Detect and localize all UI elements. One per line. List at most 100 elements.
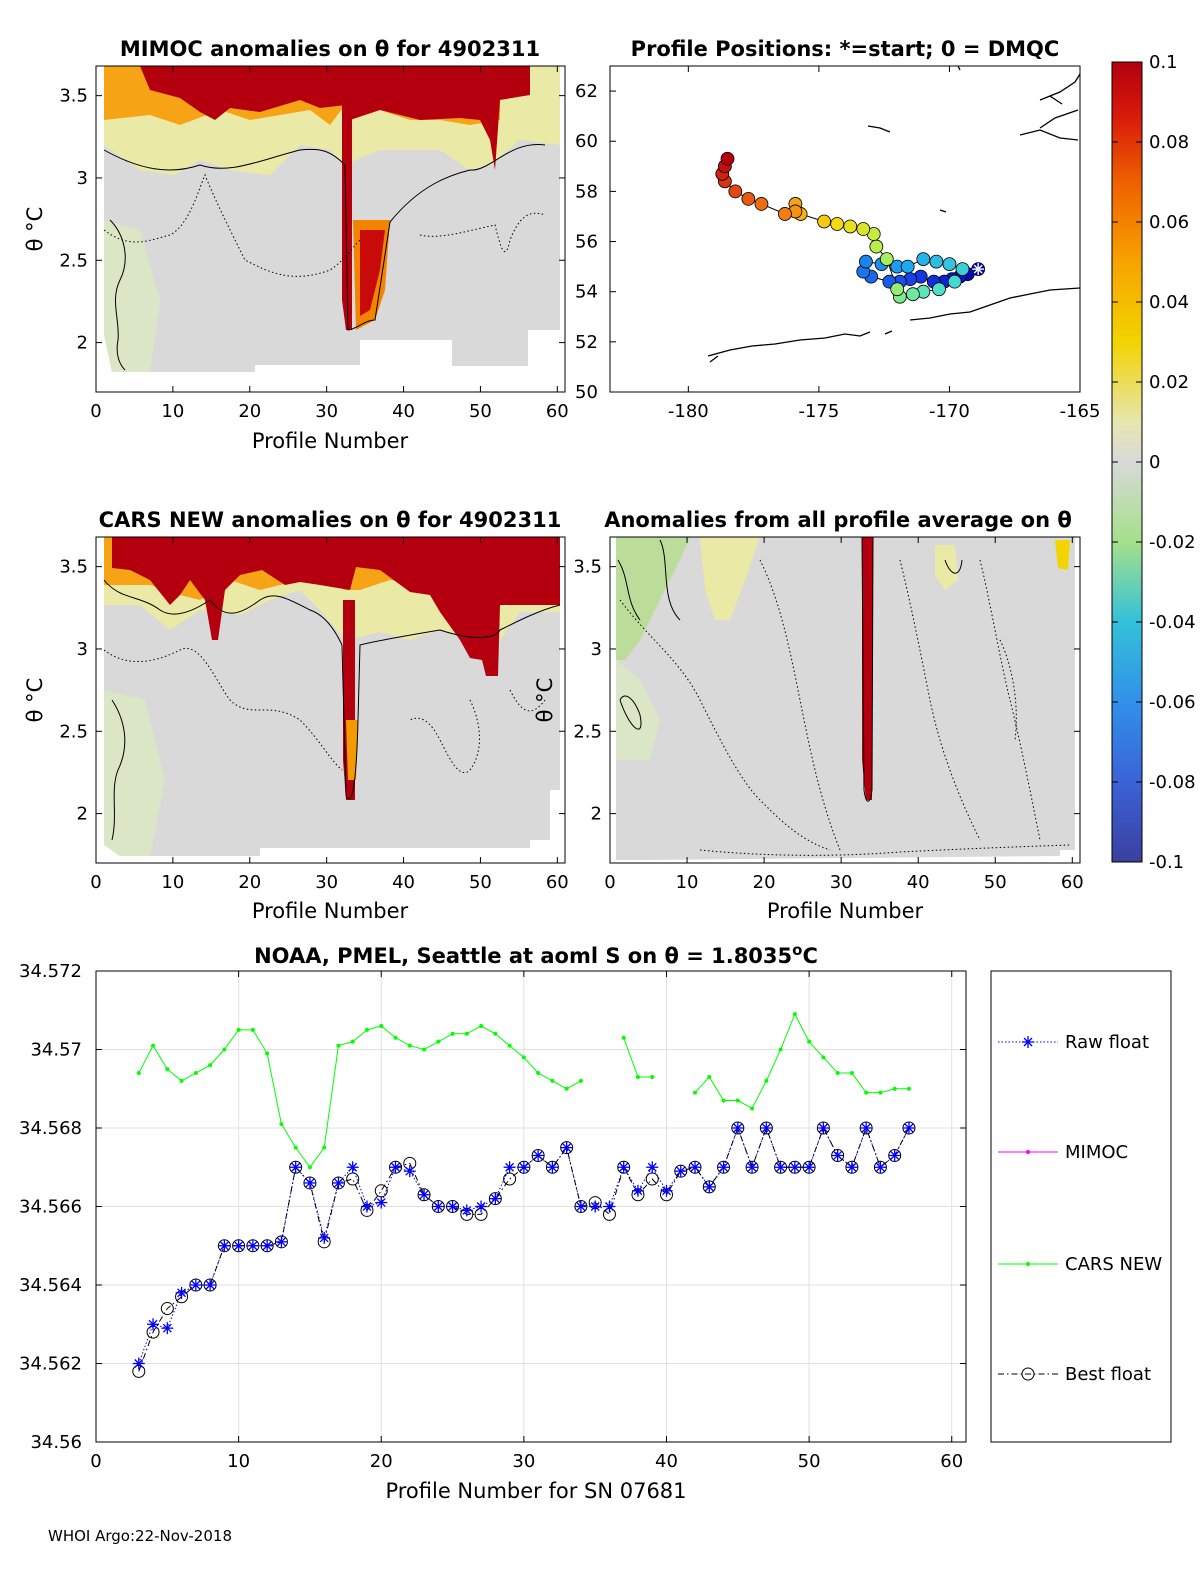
raw-float-point	[674, 1165, 687, 1178]
mimoc-panel: MIMOC anomalies on θ for 4902311 0 10 20 30…	[23, 37, 569, 453]
x-tick-label: 0	[90, 1451, 101, 1472]
cars-title: CARS NEW anomalies on θ for 4902311	[99, 508, 562, 532]
raw-float-point	[346, 1161, 359, 1174]
cars-new-point	[878, 1090, 883, 1095]
legend-cars-new: CARS NEW	[998, 1254, 1162, 1275]
cars-new-point	[307, 1165, 312, 1170]
y-tick-label: 56	[575, 232, 598, 253]
cars-new-point	[764, 1078, 769, 1083]
y-tick-label: 2.5	[59, 250, 88, 271]
avg-panel: Anomalies from all profile average on θ …	[533, 508, 1084, 923]
cars-new-point	[721, 1098, 726, 1103]
salinity-ylabel: Salinity	[0, 1167, 17, 1245]
cars-ylabel: θ °C	[23, 678, 47, 723]
cars-new-point	[792, 1012, 797, 1017]
cars-hot-core	[346, 720, 358, 780]
avg-yellow-patch	[700, 537, 760, 620]
mimoc-title: MIMOC anomalies on θ for 4902311	[120, 37, 540, 61]
cars-new-point	[379, 1023, 384, 1028]
cars-new-point	[536, 1071, 541, 1076]
x-tick-label: -180	[668, 401, 709, 422]
legend-best-float-label: Best float	[1065, 1364, 1151, 1385]
cars-new-point	[250, 1027, 255, 1032]
x-tick-label: 30	[830, 872, 853, 893]
cars-new-point	[322, 1145, 327, 1150]
raw-float-point	[389, 1161, 402, 1174]
raw-float-point	[532, 1149, 545, 1162]
raw-float-point	[503, 1161, 516, 1174]
colorbar-tick-label: 0.08	[1149, 132, 1189, 153]
raw-float-point	[275, 1235, 288, 1248]
coastline-islands	[867, 66, 1063, 213]
positions-frame	[609, 65, 1081, 393]
raw-float-point	[703, 1180, 716, 1193]
raw-float-point	[261, 1239, 274, 1252]
raw-float-point	[760, 1122, 773, 1134]
profile-position-point	[720, 151, 735, 166]
x-tick-label: 20	[753, 872, 776, 893]
y-tick-label: 34.564	[19, 1275, 82, 1296]
avg-heatmap	[616, 537, 1075, 860]
y-tick-label: 3	[77, 168, 88, 189]
raw-float-point	[603, 1200, 616, 1213]
x-tick-label: 40	[392, 401, 415, 422]
salinity-series	[132, 1012, 916, 1378]
y-tick-label: 34.572	[19, 961, 82, 982]
colorbar-tick-label: 0.1	[1149, 52, 1178, 73]
raw-float-point	[246, 1239, 259, 1252]
raw-float-point	[218, 1239, 231, 1252]
cars-new-point	[179, 1078, 184, 1083]
y-tick-label: 50	[575, 382, 598, 403]
cars-new-point	[265, 1051, 270, 1056]
cars-new-point	[849, 1071, 854, 1076]
raw-float-point	[817, 1122, 830, 1134]
cars-new-point	[493, 1031, 498, 1036]
raw-float-point	[175, 1286, 188, 1299]
cars-new-point	[650, 1074, 655, 1079]
raw-float-point	[689, 1161, 702, 1174]
profile-position-point	[869, 239, 884, 254]
y-tick-label: 3	[77, 639, 88, 660]
y-tick-label: 2.5	[573, 721, 602, 742]
avg-xlabel: Profile Number	[767, 899, 924, 923]
avg-contour-solid	[617, 537, 963, 802]
profile-position-point	[879, 252, 894, 266]
cars-new-point	[892, 1086, 897, 1091]
profile-position-point	[778, 207, 792, 221]
profile-position-point	[890, 282, 905, 297]
profile-position-point	[932, 282, 946, 297]
raw-float-point	[774, 1161, 787, 1174]
legend-cars-new-label: CARS NEW	[1065, 1254, 1162, 1275]
raw-float-point	[475, 1200, 488, 1213]
positions-coastlines	[707, 66, 1080, 363]
x-tick-label: 20	[238, 401, 261, 422]
cars-axes: 0 10 20 30 40 50 60 2 2.5 3 3.5	[59, 537, 569, 893]
x-tick-label: 10	[227, 1451, 250, 1472]
profile-position-point	[856, 222, 871, 236]
y-tick-label: 3	[591, 639, 602, 660]
mimoc-heatmap	[103, 66, 560, 372]
profile-position-point	[929, 254, 944, 269]
cars-new-point	[136, 1071, 141, 1076]
raw-float-point	[289, 1161, 302, 1174]
colorbar-tick-label: 0.04	[1149, 292, 1189, 313]
x-tick-label: 30	[315, 401, 338, 422]
raw-float-point	[546, 1161, 559, 1174]
mimoc-frame	[95, 65, 566, 393]
raw-float-point	[803, 1161, 816, 1174]
raw-float-point	[731, 1122, 744, 1134]
y-tick-label: 2	[77, 333, 88, 354]
raw-float-point	[446, 1200, 459, 1213]
profile-position-point	[942, 257, 957, 272]
raw-float-point	[132, 1357, 145, 1370]
circle-marker-icon	[1021, 1367, 1035, 1381]
raw-float-point	[432, 1200, 445, 1213]
positions-title: Profile Positions: *=start; 0 = DMQC	[631, 37, 1060, 61]
footer-stamp: WHOI Argo:22-Nov-2018	[48, 1527, 232, 1545]
avg-red-column	[862, 537, 873, 800]
mimoc-hot-core	[360, 230, 385, 316]
profile-position-point	[817, 214, 832, 229]
x-tick-label: 60	[546, 872, 569, 893]
cars-new-point	[621, 1035, 626, 1040]
